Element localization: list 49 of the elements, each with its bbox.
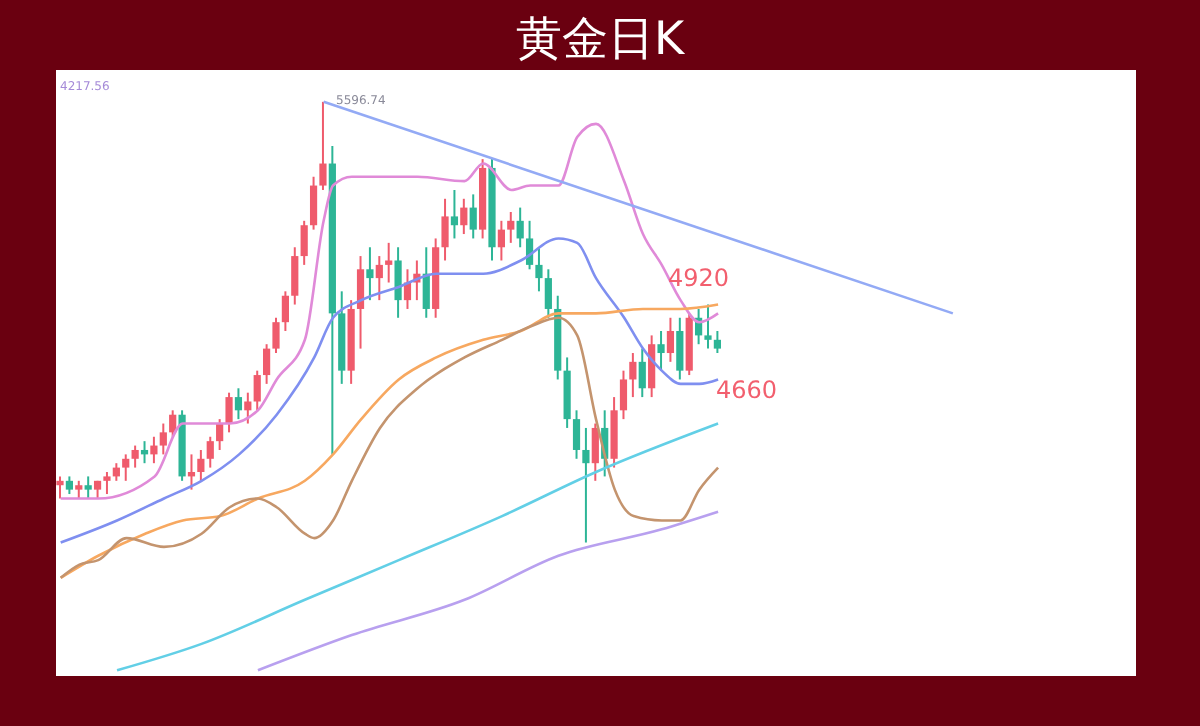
- candlestick: [676, 316, 684, 381]
- candlestick: [319, 100, 327, 191]
- candlestick: [291, 246, 299, 306]
- candlestick: [535, 246, 543, 293]
- candlestick: [234, 387, 243, 421]
- candlestick: [713, 329, 721, 355]
- candlestick: [450, 188, 459, 240]
- candlestick: [591, 422, 599, 482]
- candlestick: [263, 343, 271, 385]
- candlestick: [206, 435, 214, 469]
- candlestick: [103, 471, 111, 496]
- candlestick: [704, 303, 712, 350]
- candlestick: [582, 426, 590, 544]
- candlestick: [122, 453, 130, 482]
- candlestick: [281, 290, 289, 332]
- candlestick: [657, 329, 665, 372]
- candlestick: [366, 246, 374, 302]
- candlestick: [253, 369, 261, 412]
- candlestick: [131, 444, 139, 469]
- candlestick: [572, 409, 581, 460]
- candlestick: [300, 219, 308, 266]
- candlestick: [666, 316, 675, 363]
- candlestick: [497, 219, 505, 262]
- annotation: 4660: [716, 376, 778, 404]
- candlestick: [460, 197, 468, 236]
- candlestick: [469, 193, 477, 240]
- candlestick: [629, 352, 637, 399]
- candlestick: [619, 369, 628, 421]
- annotation: 4920: [668, 264, 730, 292]
- candlestick: [56, 475, 64, 500]
- candlestick: [272, 316, 280, 355]
- candlestick: [244, 391, 252, 425]
- candlestick: [150, 435, 158, 465]
- candlestick: [441, 197, 449, 262]
- candlestick: [516, 206, 524, 249]
- candlestick: [356, 255, 365, 350]
- candlestick: [197, 448, 205, 482]
- candlestick: [159, 422, 167, 456]
- candlestick: [507, 211, 515, 244]
- candlestick: [169, 409, 177, 438]
- chart-title: 黄金日K: [513, 12, 687, 70]
- candlestick: [84, 475, 92, 500]
- candlestick: [394, 246, 402, 319]
- candlestick: [544, 268, 552, 319]
- candlestick: [385, 241, 393, 284]
- candlestick: [309, 175, 318, 231]
- candlestick: [375, 255, 383, 302]
- candlestick: [225, 391, 233, 434]
- candlestick: [638, 347, 646, 399]
